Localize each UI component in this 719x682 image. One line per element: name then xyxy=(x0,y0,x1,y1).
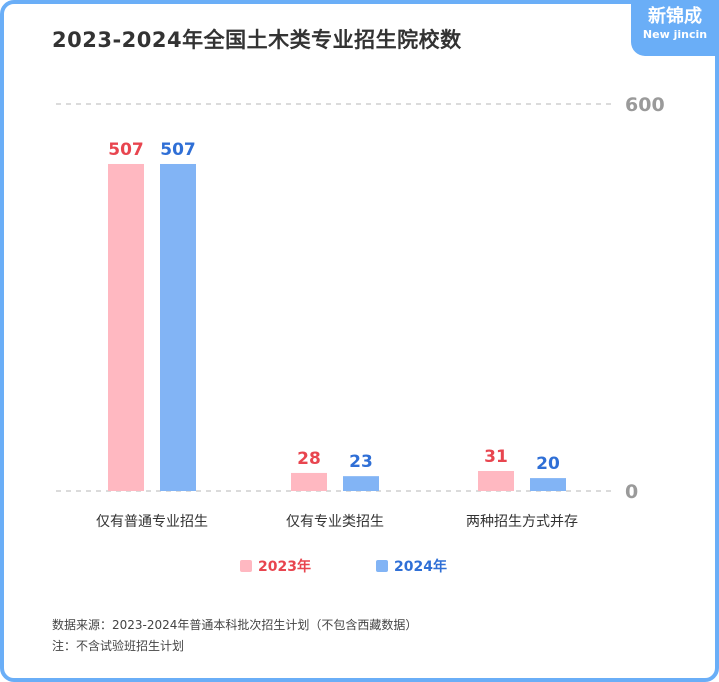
data-label: 507 xyxy=(108,140,144,160)
bar xyxy=(160,163,196,492)
y-tick-label: 600 xyxy=(625,94,665,116)
brand-logo: 新锦成 New jincin xyxy=(631,0,719,56)
bar xyxy=(343,476,379,491)
bar xyxy=(478,471,514,491)
data-label: 507 xyxy=(160,140,196,160)
legend-swatch-2024 xyxy=(376,560,388,572)
bar xyxy=(108,163,144,492)
logo-text-cn: 新锦成 xyxy=(648,6,702,27)
bar xyxy=(291,472,327,491)
legend-swatch-2023 xyxy=(240,560,252,572)
bar xyxy=(530,478,566,491)
legend-label-2024: 2024年 xyxy=(394,559,447,575)
data-label: 28 xyxy=(297,449,321,469)
x-category-label: 仅有专业类招生 xyxy=(286,514,384,530)
legend-item-2023: 2023年 xyxy=(240,556,311,576)
legend-item-2024: 2024年 xyxy=(376,556,447,576)
legend: 2023年 2024年 xyxy=(0,556,719,576)
logo-text-en: New jincin xyxy=(642,28,708,41)
legend-label-2023: 2023年 xyxy=(258,559,311,575)
data-label: 23 xyxy=(349,452,373,472)
exclusion-note: 注：不含试验班招生计划 xyxy=(52,639,185,653)
chart-title: 2023-2024年全国土木类专业招生院校数 xyxy=(52,28,462,52)
data-label: 20 xyxy=(536,454,560,474)
x-category-label: 两种招生方式并存 xyxy=(466,514,578,530)
bar-chart: 600 0 507 507 仅有普通专业招生 28 23 仅有专业类招生 31 20 两种招生方式并… xyxy=(56,94,665,530)
source-note: 数据来源：2023-2024年普通本科批次招生计划（不包含西藏数据） xyxy=(52,618,418,632)
y-tick-label: 0 xyxy=(625,481,638,503)
x-category-label: 仅有普通专业招生 xyxy=(96,514,208,530)
data-label: 31 xyxy=(484,447,508,467)
